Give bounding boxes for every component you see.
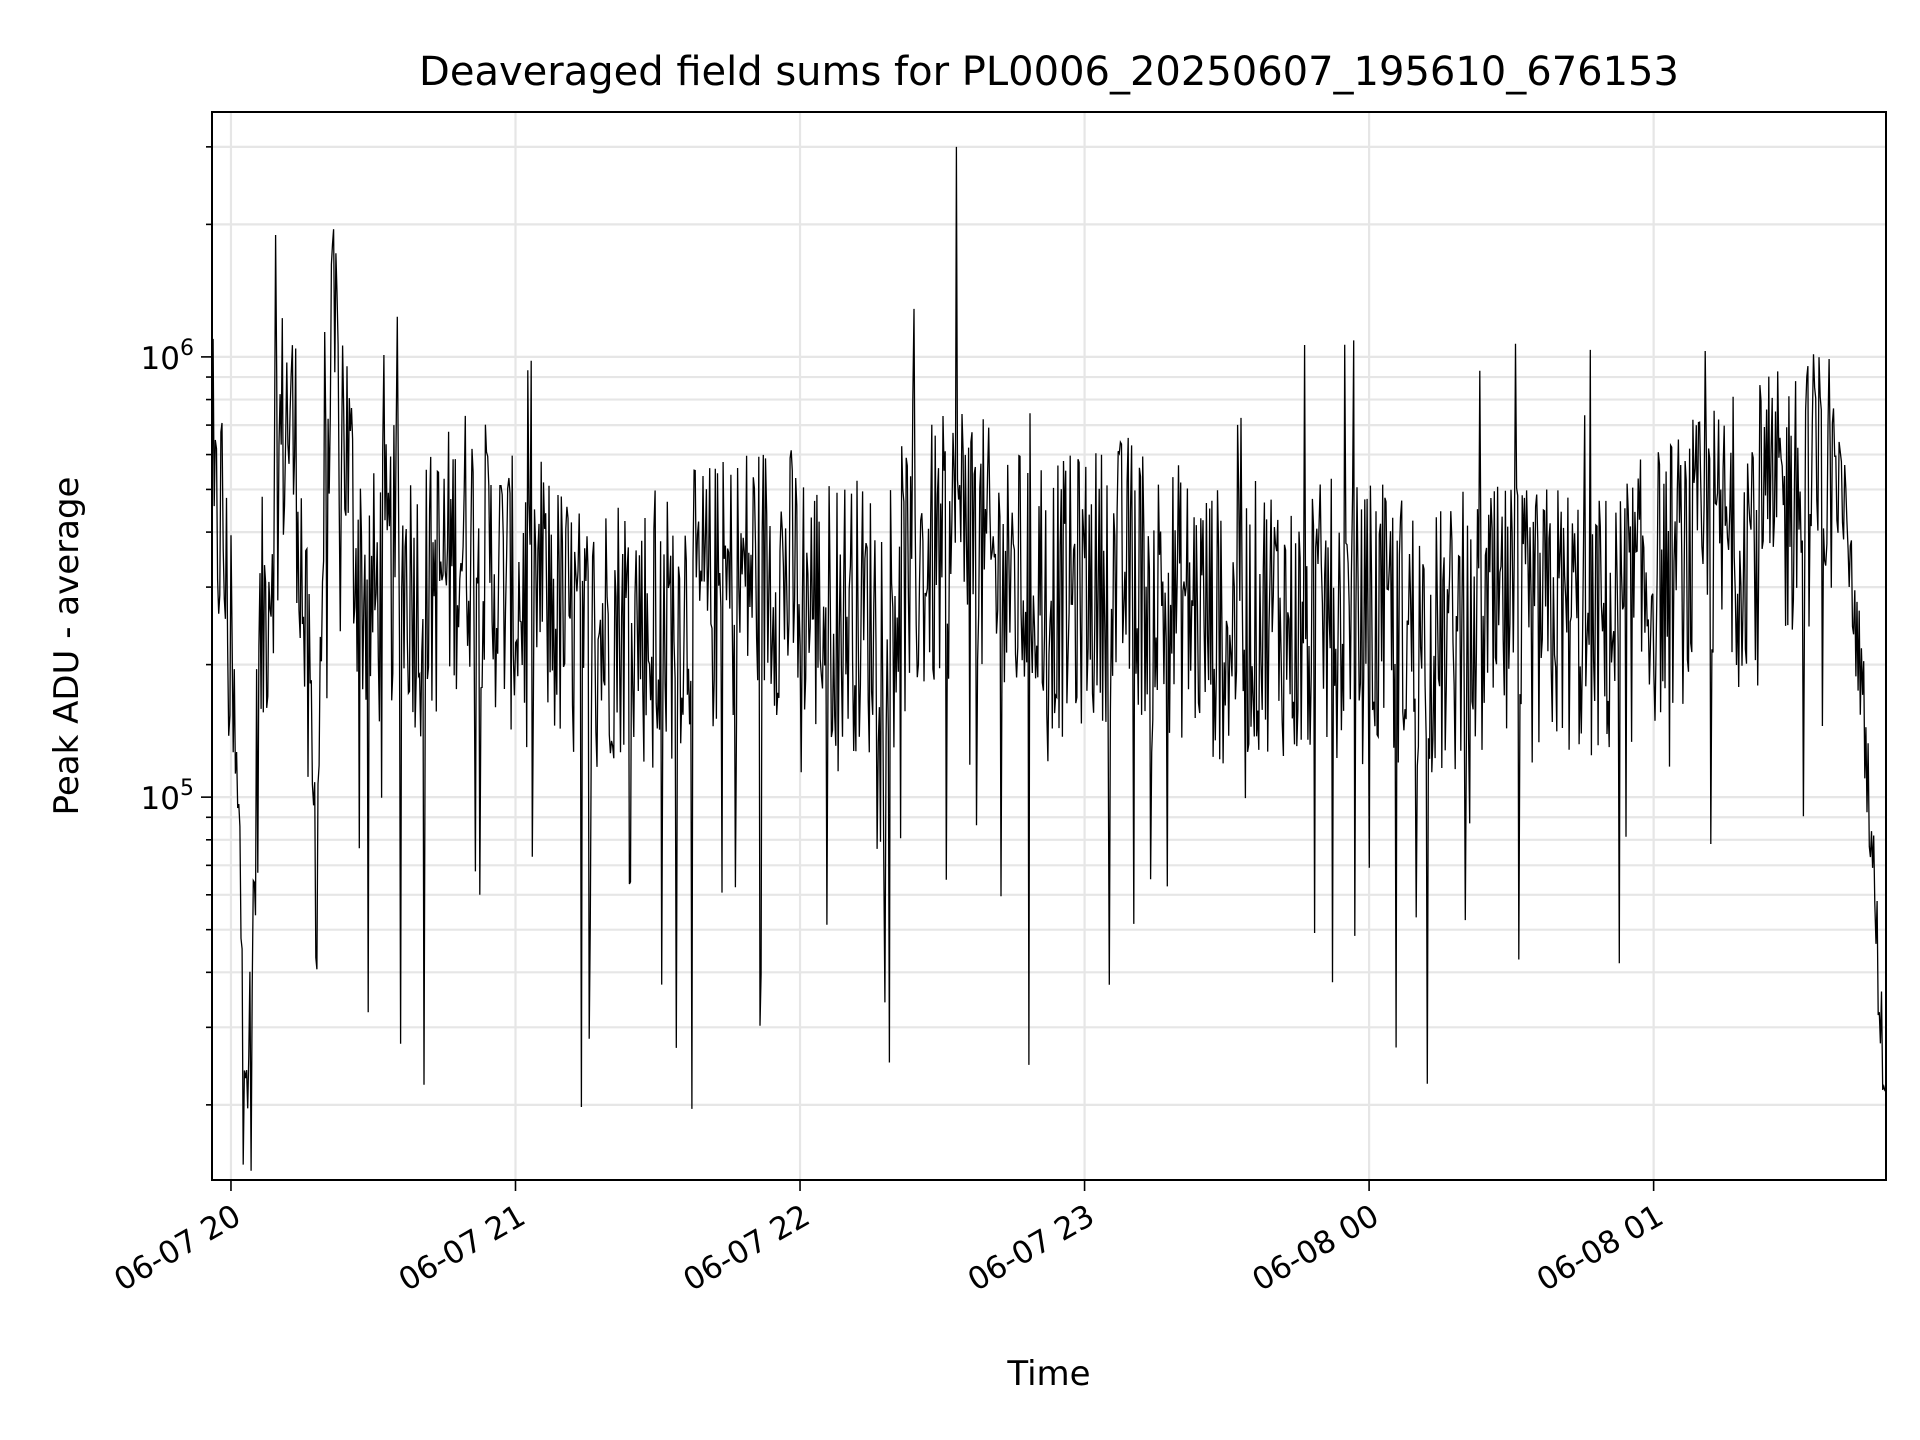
series-line — [211, 146, 1887, 1171]
y-axis-title: Peak ADU - average — [47, 477, 87, 816]
x-tick-label: 06-08 01 — [1531, 1198, 1670, 1299]
y-tick-label: 105 — [141, 776, 194, 817]
x-tick-label: 06-08 00 — [1246, 1198, 1385, 1299]
y-tick-label: 106 — [141, 336, 194, 377]
x-tick-label: 06-07 22 — [677, 1198, 816, 1299]
series-layer — [211, 146, 1887, 1171]
x-tick-label: 06-07 23 — [962, 1198, 1101, 1299]
x-tick-label: 06-07 20 — [108, 1198, 247, 1299]
x-tick-label: 06-07 21 — [393, 1198, 532, 1299]
plot-frame — [211, 111, 1887, 1181]
chart-title: Deaveraged field sums for PL0006_2025060… — [419, 49, 1679, 95]
x-axis-title: Time — [1006, 1354, 1090, 1394]
